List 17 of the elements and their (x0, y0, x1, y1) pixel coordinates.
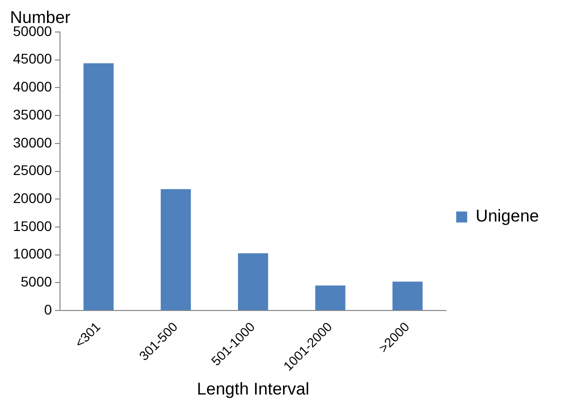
y-tick-label: 35000 (12, 106, 52, 122)
y-tick-label: 30000 (12, 134, 52, 150)
y-tick-label: 20000 (12, 190, 52, 206)
bar (315, 286, 346, 310)
bar (160, 189, 191, 310)
y-tick-label: 0 (44, 301, 52, 318)
y-tick-label: 40000 (12, 78, 52, 95)
bar (238, 253, 268, 310)
y-tick-label: 10000 (12, 246, 52, 262)
bar (392, 282, 423, 310)
y-tick-label: 25000 (12, 162, 52, 178)
y-tick-label: 15000 (12, 218, 52, 234)
y-tick-label: 45000 (12, 50, 52, 67)
bar (83, 63, 114, 310)
y-tick-label: 5000 (20, 274, 52, 290)
x-axis-title: Length Interval (196, 379, 310, 398)
legend-label: Unigene (476, 206, 539, 226)
